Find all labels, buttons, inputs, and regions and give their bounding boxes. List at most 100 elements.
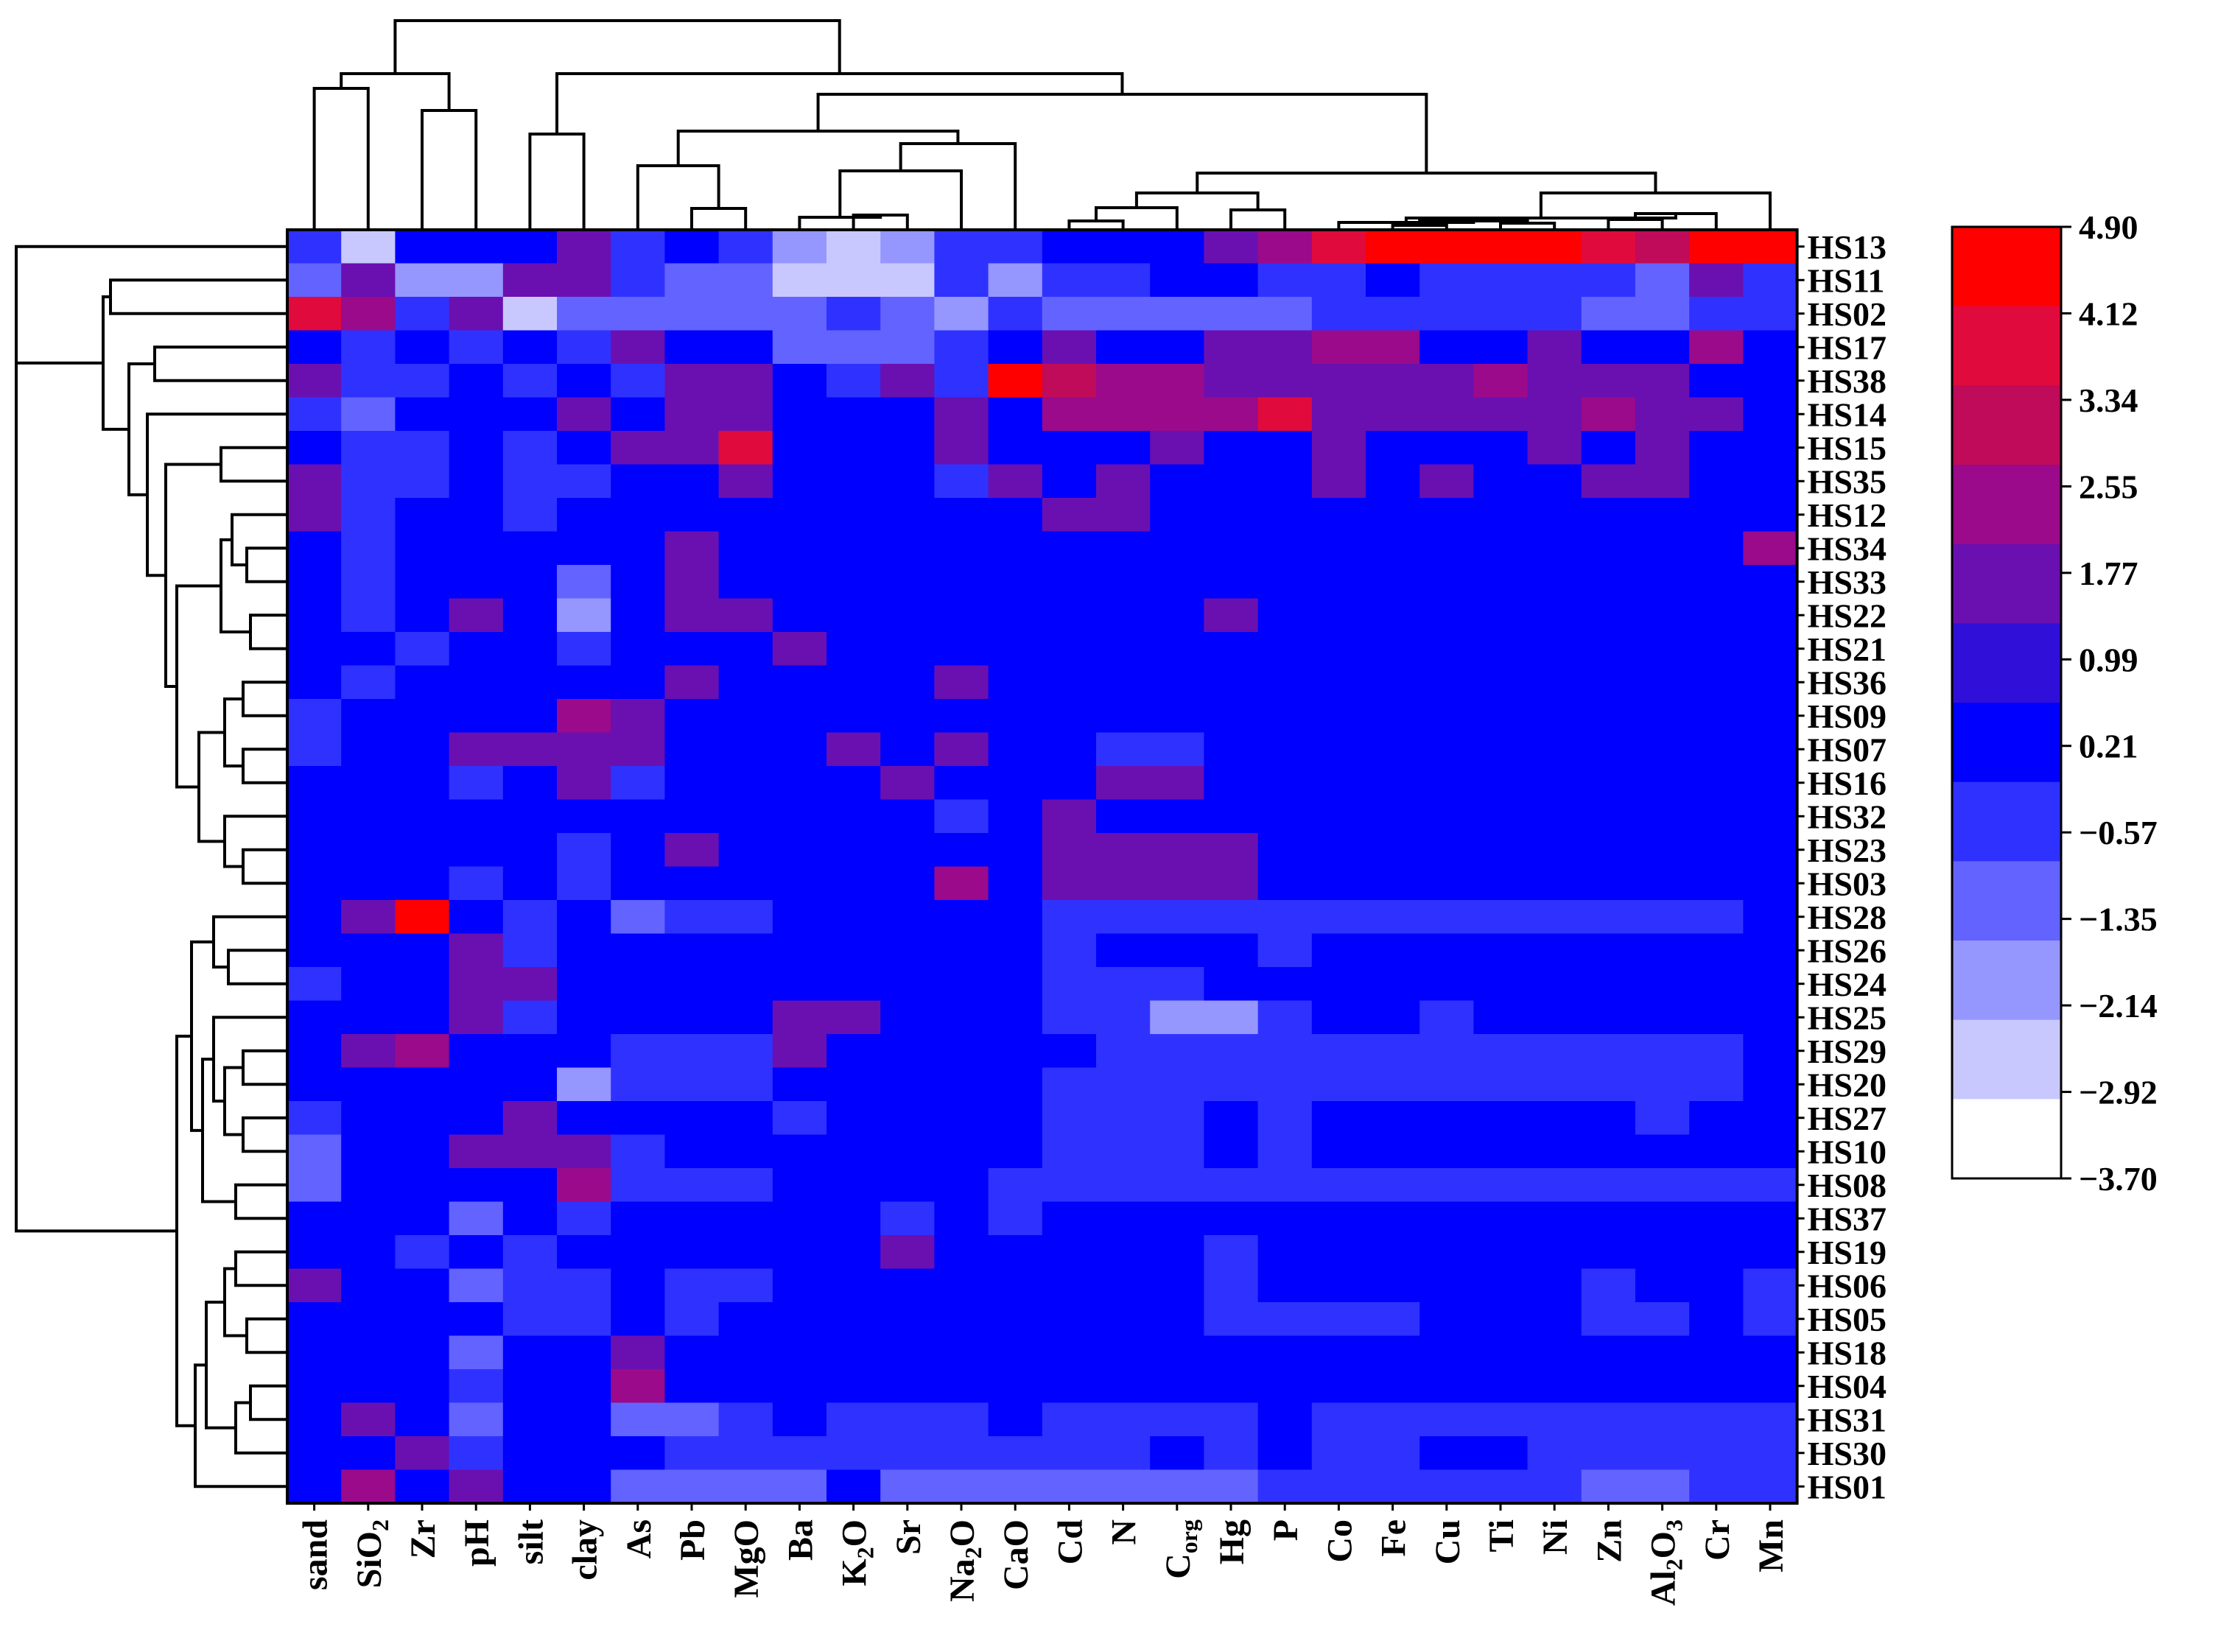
heatmap-cell: [1581, 900, 1636, 935]
column-label: Cd: [1050, 1519, 1089, 1565]
heatmap-cell: [988, 1101, 1043, 1136]
heatmap-cell: [772, 1402, 827, 1437]
heatmap-cell: [1366, 665, 1420, 700]
heatmap-cell: [502, 665, 558, 700]
heatmap-cell: [1581, 1134, 1636, 1169]
heatmap-cell: [1527, 732, 1582, 767]
heatmap-cell: [718, 565, 773, 600]
heatmap-cell: [1366, 967, 1420, 1002]
column-label: Cu: [1428, 1519, 1467, 1564]
heatmap-cell: [1689, 364, 1744, 398]
legend-tick-label: −3.70: [2079, 1160, 2158, 1198]
heatmap-cell: [1743, 766, 1798, 801]
heatmap-cell: [718, 431, 773, 465]
column-label: pH: [457, 1519, 496, 1567]
heatmap-cell: [934, 1469, 989, 1504]
heatmap-cell: [1689, 1168, 1744, 1203]
heatmap-cell: [449, 230, 504, 264]
heatmap-cell: [1473, 464, 1529, 499]
heatmap-cell: [827, 766, 881, 801]
heatmap-cell: [880, 1034, 935, 1069]
column-label: Ni: [1536, 1519, 1575, 1555]
heatmap-cell: [934, 1402, 989, 1437]
heatmap-cell: [1689, 665, 1744, 700]
row-label: HS02: [1808, 295, 1887, 333]
heatmap-cell: [557, 1335, 611, 1370]
heatmap-cell: [664, 1067, 720, 1102]
heatmap-cell: [395, 1067, 450, 1102]
heatmap-cell: [827, 531, 881, 566]
heatmap-cell: [664, 1469, 720, 1504]
heatmap-cell: [611, 1402, 665, 1437]
heatmap-cell: [1311, 598, 1366, 633]
heatmap-cell: [718, 833, 773, 868]
heatmap-cell: [341, 297, 396, 331]
legend-tick-label: 4.12: [2079, 295, 2138, 332]
heatmap-cell: [880, 933, 935, 968]
heatmap-cell: [1635, 531, 1690, 566]
row-label: HS25: [1808, 999, 1887, 1036]
heatmap-cell: [1527, 1469, 1582, 1504]
heatmap-cell: [772, 464, 827, 499]
heatmap-cell: [1096, 1302, 1151, 1337]
heatmap-cell: [1689, 766, 1744, 801]
heatmap-cell: [502, 732, 558, 767]
heatmap-cell: [395, 297, 450, 331]
heatmap-cell: [1581, 799, 1636, 834]
heatmap-cell: [1257, 632, 1313, 667]
heatmap-cell: [557, 1436, 611, 1471]
heatmap-cell: [449, 1101, 504, 1136]
heatmap-cell: [1473, 364, 1529, 398]
heatmap-cell: [1204, 833, 1259, 868]
heatmap-cell: [341, 464, 396, 499]
heatmap-cell: [1150, 364, 1204, 398]
heatmap-cell: [1042, 397, 1097, 432]
heatmap-cell: [341, 1335, 396, 1370]
heatmap-cell: [718, 900, 773, 935]
heatmap-cell: [1042, 1134, 1097, 1169]
heatmap-cell: [341, 833, 396, 868]
heatmap-cell: [988, 263, 1043, 298]
heatmap-cell: [395, 665, 450, 700]
heatmap-cell: [772, 933, 827, 968]
heatmap-cell: [449, 933, 504, 968]
heatmap-cell: [502, 1067, 558, 1102]
heatmap-cell: [557, 833, 611, 868]
row-label: HS34: [1808, 530, 1887, 567]
heatmap-cell: [1150, 1335, 1204, 1370]
heatmap-cell: [1042, 297, 1097, 331]
heatmap-cell: [611, 1034, 665, 1069]
heatmap-cell: [934, 1235, 989, 1270]
heatmap-cell: [502, 699, 558, 734]
heatmap-cell: [341, 933, 396, 968]
heatmap-cell: [1366, 464, 1420, 499]
heatmap-cell: [880, 1000, 935, 1035]
heatmap-cell: [1743, 699, 1798, 734]
heatmap-cell: [934, 1268, 989, 1303]
heatmap-cell: [1581, 565, 1636, 600]
heatmap-cell: [1527, 464, 1582, 499]
heatmap-cell: [557, 1000, 611, 1035]
heatmap-cell: [1042, 866, 1097, 901]
heatmap-cell: [1366, 598, 1420, 633]
heatmap-cell: [880, 1302, 935, 1337]
heatmap-cell: [611, 531, 665, 566]
heatmap-cell: [880, 665, 935, 700]
heatmap-cell: [772, 632, 827, 667]
heatmap-cell: [934, 1335, 989, 1370]
heatmap-cell: [988, 364, 1043, 398]
heatmap-cell: [1743, 967, 1798, 1002]
heatmap-cell: [1311, 1335, 1366, 1370]
column-label: Na2O: [943, 1519, 986, 1602]
heatmap-cell: [988, 1067, 1043, 1102]
heatmap-cell: [341, 1000, 396, 1035]
heatmap-cell: [1311, 1302, 1366, 1337]
heatmap-cell: [1689, 565, 1744, 600]
heatmap-cell: [718, 1369, 773, 1404]
heatmap-cell: [395, 1302, 450, 1337]
heatmap-cell: [988, 665, 1043, 700]
heatmap-cell: [988, 297, 1043, 331]
heatmap-cell: [664, 464, 720, 499]
row-label: HS06: [1808, 1267, 1887, 1304]
